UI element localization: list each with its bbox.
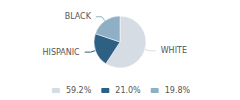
svg-text:19.8%: 19.8% xyxy=(165,86,191,95)
svg-text:WHITE: WHITE xyxy=(161,46,187,55)
svg-text:21.0%: 21.0% xyxy=(115,86,141,95)
svg-text:HISPANIC: HISPANIC xyxy=(43,48,81,57)
svg-text:59.2%: 59.2% xyxy=(66,86,92,95)
svg-text:BLACK: BLACK xyxy=(65,12,92,21)
